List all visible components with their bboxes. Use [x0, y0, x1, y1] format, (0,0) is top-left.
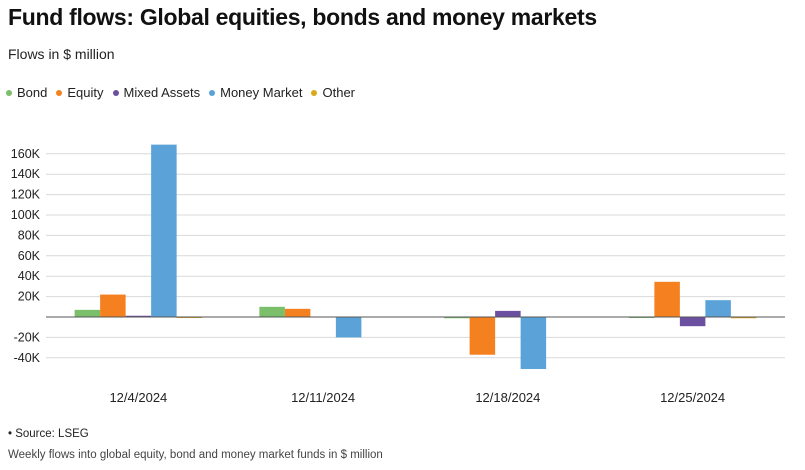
legend-item-equity: Equity — [56, 85, 104, 100]
legend-label: Money Market — [220, 85, 303, 100]
legend-item-mixed-assets: Mixed Assets — [112, 85, 201, 100]
legend-item-other: Other — [311, 85, 355, 100]
bar-other — [730, 316, 757, 319]
y-tick-label: 120K — [11, 188, 41, 202]
legend: Bond Equity Mixed Assets Money Market Other — [6, 85, 364, 100]
chart-subtitle: Flows in $ million — [8, 46, 115, 62]
source-note: • Source: LSEG — [8, 428, 89, 440]
bar-equity — [654, 281, 680, 317]
y-tick-label: -40K — [14, 351, 41, 365]
bar-mixed-assets — [679, 317, 706, 327]
y-tick-label: 60K — [18, 249, 41, 263]
legend-swatch — [112, 89, 119, 96]
legend-swatch — [209, 89, 216, 96]
bar-bond — [259, 306, 285, 317]
y-tick-label: -20K — [14, 330, 41, 344]
chart-caption: Weekly flows into global equity, bond an… — [8, 449, 383, 461]
bar-money-market — [705, 300, 731, 317]
bar-equity — [100, 294, 126, 317]
bar-bond — [444, 316, 470, 319]
legend-swatch — [6, 89, 12, 96]
legend-label: Mixed Assets — [123, 85, 201, 100]
y-tick-label: 40K — [18, 269, 41, 283]
x-tick-label: 12/25/2024 — [660, 390, 725, 405]
x-tick-label: 12/18/2024 — [475, 390, 540, 405]
bar-equity — [284, 308, 311, 317]
legend-item-bond: Bond — [6, 85, 47, 100]
bar-money-market — [520, 317, 547, 370]
x-tick-label: 12/11/2024 — [291, 390, 355, 405]
legend-swatch — [56, 89, 63, 96]
bar-equity — [469, 317, 496, 355]
legend-label: Bond — [17, 85, 48, 100]
y-tick-label: 140K — [11, 167, 41, 181]
legend-label: Other — [322, 85, 355, 100]
legend-item-money-market: Money Market — [209, 85, 302, 100]
bar-money-market — [335, 317, 362, 338]
y-tick-label: 160K — [11, 147, 41, 161]
y-tick-label: 20K — [18, 290, 41, 304]
chart-plot: -40K -20K 20K 40K 60K 80K 100K 120K 140K 160K 12/4… — [11, 144, 785, 405]
legend-label: Equity — [67, 85, 104, 100]
bar-mixed-assets — [125, 315, 152, 318]
bar-money-market — [151, 144, 177, 317]
bar-mixed-assets — [495, 310, 521, 317]
chart-title: Fund flows: Global equities, bonds and m… — [8, 4, 597, 30]
y-tick-label: 80K — [18, 228, 41, 242]
bar-bond — [74, 309, 101, 317]
legend-swatch — [311, 89, 318, 96]
y-tick-label: 100K — [11, 208, 41, 222]
x-tick-label: 12/4/2024 — [109, 390, 167, 405]
